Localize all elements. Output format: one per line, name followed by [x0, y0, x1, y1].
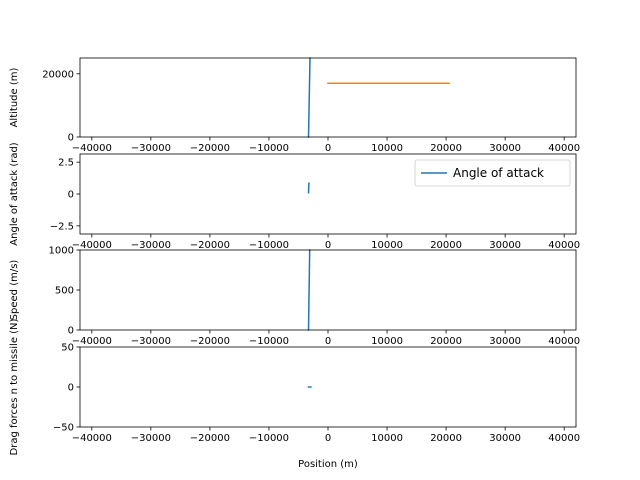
x-tick-label: −10000	[249, 143, 289, 154]
y-tick-label: −2.5	[50, 221, 74, 232]
y-tick-label: 50	[61, 343, 74, 354]
legend-label: Angle of attack	[453, 166, 544, 180]
y-tick-label: 20000	[42, 69, 74, 80]
series-line-1	[307, 249, 311, 331]
x-tick-label: 40000	[548, 433, 580, 444]
y-axis-label: Altitude (m)	[9, 68, 20, 128]
y-tick-label: 0	[68, 190, 74, 201]
x-tick-label: 0	[325, 143, 331, 154]
x-tick-label: −30000	[131, 240, 171, 251]
y-tick-label: 1000	[49, 246, 74, 257]
y-tick-label: 2.5	[58, 158, 74, 169]
x-tick-label: −10000	[249, 240, 289, 251]
x-tick-label: 0	[325, 336, 331, 347]
x-tick-label: −40000	[72, 433, 112, 444]
legend: Angle of attack	[414, 159, 571, 187]
x-tick-label: −20000	[190, 433, 230, 444]
x-tick-label: 40000	[548, 240, 580, 251]
x-tick-label: 30000	[489, 433, 521, 444]
y-axis-label: Speed (m/s)	[9, 260, 20, 321]
x-tick-label: 20000	[430, 143, 462, 154]
subplot-4: −40000 −30000 −20000 −10000 0 10000 20000 30000…	[9, 318, 580, 455]
x-tick-label: 30000	[489, 240, 521, 251]
x-tick-label: 40000	[548, 143, 580, 154]
y-tick-label: 0	[68, 326, 74, 337]
x-tick-label: −20000	[190, 143, 230, 154]
series-line-1	[307, 57, 311, 138]
y-tick-label: −50	[53, 423, 74, 434]
subplot-2: −40000 −30000 −20000 −10000 0 10000 20000 30000…	[9, 142, 580, 251]
x-tick-label: 20000	[430, 336, 462, 347]
x-tick-label: 10000	[371, 240, 403, 251]
x-tick-label: 20000	[430, 240, 462, 251]
x-tick-label: −30000	[131, 336, 171, 347]
x-axis-label: Position (m)	[298, 459, 358, 470]
x-tick-label: 40000	[548, 336, 580, 347]
y-tick-label: 0	[68, 383, 74, 394]
x-tick-label: 10000	[371, 143, 403, 154]
x-tick-label: −20000	[190, 240, 230, 251]
x-tick-label: 20000	[430, 433, 462, 444]
x-tick-label: −10000	[249, 336, 289, 347]
x-tick-label: 30000	[489, 336, 521, 347]
y-tick-label: 0	[68, 133, 74, 144]
x-tick-label: −30000	[131, 143, 171, 154]
subplot-1: −40000 −30000 −20000 −10000 0 10000 20000 30000…	[9, 57, 580, 154]
x-tick-label: 0	[325, 240, 331, 251]
x-tick-label: 10000	[371, 433, 403, 444]
x-tick-label: 30000	[489, 143, 521, 154]
y-axis-label: Drag forces n to missile (N)	[9, 318, 20, 455]
subplot-3: −40000 −30000 −20000 −10000 0 10000 20000 30000…	[9, 246, 580, 348]
x-tick-label: −40000	[72, 143, 112, 154]
x-tick-label: 10000	[371, 336, 403, 347]
x-tick-label: −10000	[249, 433, 289, 444]
x-tick-label: −40000	[72, 336, 112, 347]
legend-box	[414, 159, 571, 187]
x-tick-label: 0	[325, 433, 331, 444]
x-tick-label: −20000	[190, 336, 230, 347]
y-axis-label: Angle of attack (rad)	[9, 142, 20, 246]
y-tick-label: 500	[55, 286, 74, 297]
x-tick-label: −30000	[131, 433, 171, 444]
x-tick-label: −40000	[72, 240, 112, 251]
